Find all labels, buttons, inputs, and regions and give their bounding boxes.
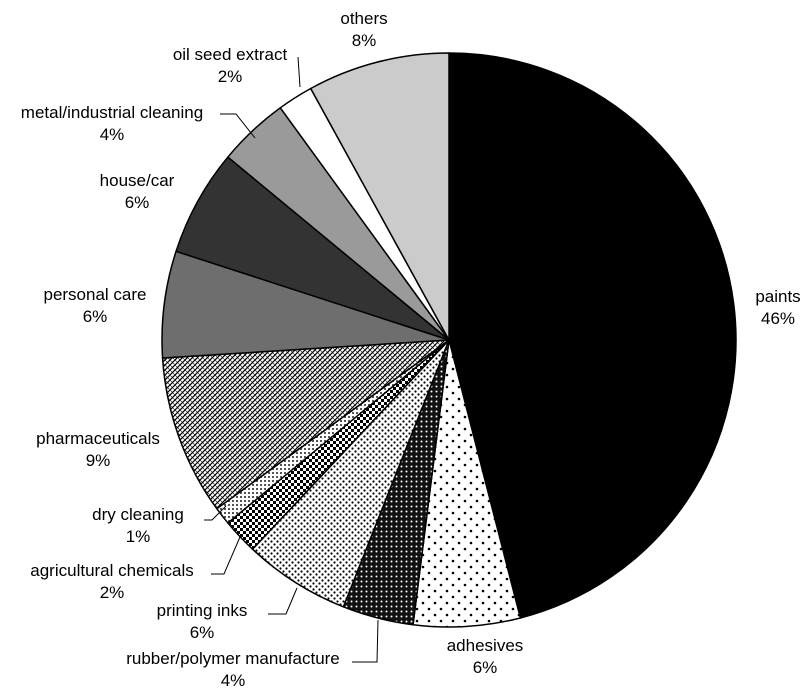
slice-label: printing inks — [157, 601, 248, 620]
pie-slice-others — [309, 52, 450, 341]
leader-line — [220, 113, 256, 139]
slice-value-label: 1% — [126, 527, 151, 546]
leader-line — [204, 505, 227, 521]
slice-value-label: 46% — [761, 309, 795, 328]
slice-label: others — [340, 9, 387, 28]
leader-lines — [204, 56, 379, 663]
slice-label: paints — [755, 287, 800, 306]
slice-label: personal care — [43, 285, 146, 304]
leader-line — [211, 536, 241, 575]
pie-slices — [161, 52, 737, 628]
slice-label: adhesives — [447, 636, 524, 655]
slice-value-label: 8% — [352, 31, 377, 50]
slice-label: agricultural chemicals — [30, 561, 193, 580]
slice-label: oil seed extract — [173, 45, 288, 64]
leader-line — [352, 619, 379, 663]
slice-label: rubber/polymer manufacture — [126, 649, 340, 668]
slice-label: pharmaceuticals — [36, 429, 160, 448]
slice-label: metal/industrial cleaning — [21, 103, 203, 122]
slice-value-label: 4% — [100, 125, 125, 144]
leader-line — [268, 587, 298, 615]
leader-line — [297, 56, 301, 88]
slice-value-label: 6% — [473, 658, 498, 677]
slice-value-label: 6% — [83, 307, 108, 326]
slice-value-label: 4% — [221, 671, 246, 690]
slice-labels: paints 46% adhesives 6% rubber/polymer manuf… — [21, 9, 801, 690]
slice-value-label: 2% — [218, 67, 243, 86]
slice-label: house/car — [100, 171, 175, 190]
slice-value-label: 2% — [100, 583, 125, 602]
slice-value-label: 6% — [190, 623, 215, 642]
pie-slice-paints — [448, 52, 737, 619]
pie-slice-pharmaceuticals — [161, 339, 450, 510]
slice-label: dry cleaning — [92, 505, 184, 524]
slice-value-label: 9% — [86, 451, 111, 470]
slice-value-label: 6% — [125, 193, 150, 212]
